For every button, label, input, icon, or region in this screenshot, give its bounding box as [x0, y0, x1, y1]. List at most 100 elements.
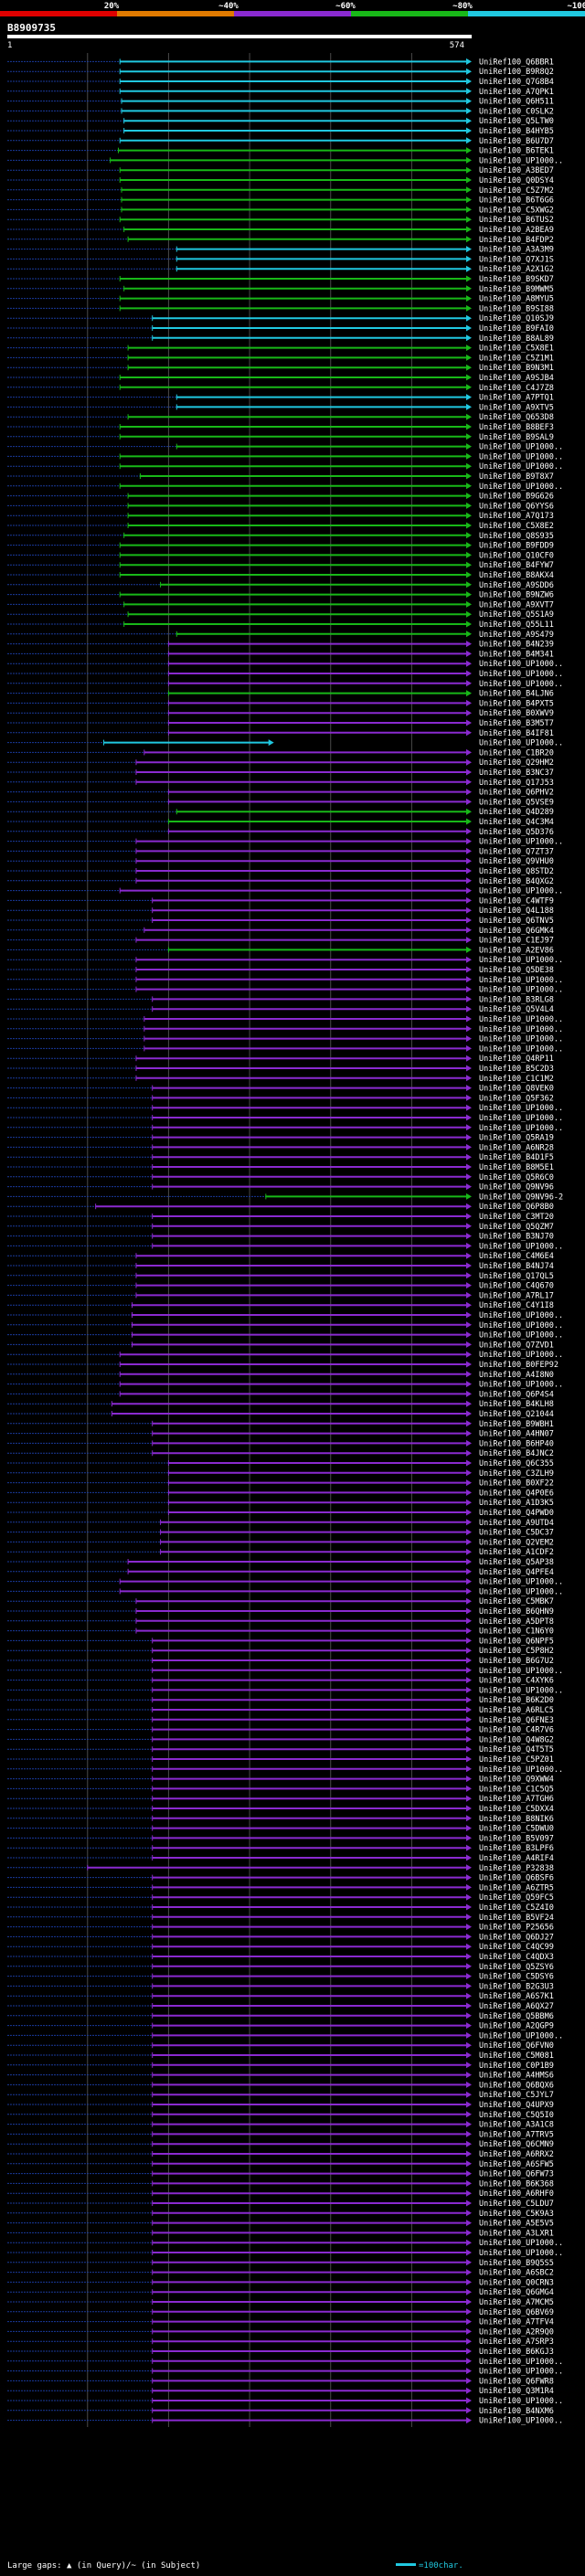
hit-label: UniRef100_C4M6E4 [479, 1252, 554, 1261]
hit-row: UniRef100_B8AL89 [7, 334, 554, 344]
hit-arrowhead [466, 896, 472, 904]
hit-label: UniRef100_C5MBK7 [479, 1597, 554, 1606]
hit-row: UniRef100_B5C2D3 [7, 1065, 554, 1074]
hit-arrowhead [466, 1499, 472, 1506]
hit-arrowhead [466, 1933, 472, 1940]
hit-label: UniRef100_A1D3K5 [479, 1499, 554, 1508]
hit-row: UniRef100_UP1000.. [7, 452, 563, 461]
hit-label: UniRef100_C5P8H2 [479, 1647, 554, 1656]
hit-label: UniRef100_C4WTF9 [479, 896, 554, 906]
hit-row: UniRef100_Q9XWW4 [7, 1776, 554, 1785]
hit-arrowhead [466, 482, 472, 490]
hit-row: UniRef100_B9MWM5 [7, 285, 554, 294]
hit-row: UniRef100_Q7XJ1S [7, 255, 554, 264]
hit-arrowhead [466, 1716, 472, 1723]
hit-row: UniRef100_A5E5V5 [7, 2220, 554, 2229]
hit-arrowhead [466, 206, 472, 213]
hit-label: UniRef100_Q6TNV5 [479, 917, 554, 926]
hit-row: UniRef100_Q4P0E6 [7, 1489, 554, 1498]
hit-label: UniRef100_C5Q5I0 [479, 2111, 554, 2120]
hit-row: UniRef100_C5X8E2 [7, 522, 554, 531]
hit-label: UniRef100_C0SLK2 [479, 107, 554, 116]
hit-row: UniRef100_B0XWV9 [7, 709, 554, 718]
hit-arrowhead [466, 1735, 472, 1743]
hit-label: UniRef100_A6S7K1 [479, 1992, 554, 2001]
hit-label: UniRef100_A7PTQ1 [479, 394, 554, 403]
hit-rows: UniRef100_Q6BBR1UniRef100_B9R8Q2UniRef10… [7, 58, 563, 2426]
hit-arrowhead [466, 285, 472, 292]
hit-label: UniRef100_Q5QZM7 [479, 1223, 554, 1232]
hit-row: UniRef100_B4HYB5 [7, 127, 554, 136]
hit-label: UniRef100_B9SKD7 [479, 275, 554, 284]
hit-label: UniRef100_B6U7D7 [479, 137, 554, 146]
hit-row: UniRef100_UP1000.. [7, 2239, 563, 2248]
hit-label: UniRef100_B9WBH1 [479, 1420, 554, 1429]
hit-label: UniRef100_A4HMS6 [479, 2072, 554, 2081]
identity-scale-tick: 20% [104, 2, 120, 11]
hit-label: UniRef100_Q5R6C0 [479, 1173, 554, 1182]
hit-label: UniRef100_A6RRX2 [479, 2150, 554, 2159]
hit-row: UniRef100_Q6P4S4 [7, 1390, 554, 1399]
legend: Large gaps: ▲ (in Query)/~ (in Subject) … [7, 2561, 463, 2571]
hit-row: UniRef100_B4IF81 [7, 729, 554, 738]
hit-row: UniRef100_B0FEP92 [7, 1361, 558, 1370]
hit-arrowhead [466, 2278, 472, 2285]
hit-arrowhead [466, 532, 472, 539]
hit-row: UniRef100_C3ZLH9 [7, 1469, 554, 1479]
hit-row: UniRef100_A1D3K5 [7, 1499, 554, 1508]
hit-label: UniRef100_C4R7V6 [479, 1726, 554, 1735]
hit-arrowhead [466, 1834, 472, 1841]
hit-label: UniRef100_Q6BSF6 [479, 1874, 554, 1883]
hit-label: UniRef100_Q29HM2 [479, 758, 554, 768]
hit-label: UniRef100_B9FAI0 [479, 324, 554, 334]
hit-arrowhead [466, 1203, 472, 1210]
hit-arrowhead [466, 877, 472, 885]
hit-arrowhead [466, 1479, 472, 1487]
hit-label: UniRef100_Q6DJ27 [479, 1933, 554, 1942]
hit-label: UniRef100_C5DWU0 [479, 1825, 554, 1834]
hit-row: UniRef100_B4NJ74 [7, 1262, 554, 1271]
hit-arrowhead [466, 1706, 472, 1713]
hit-row: UniRef100_Q10CF0 [7, 551, 554, 560]
hit-row: UniRef100_B9Q5S5 [7, 2259, 554, 2268]
hit-label: UniRef100_Q5VSE9 [479, 798, 554, 807]
hit-label: UniRef100_B0XWV9 [479, 709, 554, 718]
hit-row: UniRef100_UP1000.. [7, 482, 563, 492]
hit-arrowhead [466, 2318, 472, 2326]
hit-arrowhead [466, 423, 472, 430]
hit-arrowhead [466, 1469, 472, 1477]
hit-row: UniRef100_B4PXT5 [7, 699, 554, 708]
hit-row: UniRef100_A3A1C8 [7, 2121, 554, 2130]
hit-arrowhead [466, 2239, 472, 2246]
hit-label: UniRef100_A9XTV5 [479, 403, 554, 412]
hit-row: UniRef100_B5V097 [7, 1834, 554, 1843]
hit-arrowhead [466, 1607, 472, 1615]
hit-label: UniRef100_Q5V4L4 [479, 1005, 554, 1014]
hit-row: UniRef100_B9FDD9 [7, 542, 554, 551]
hit-row: UniRef100_A9XVT7 [7, 600, 554, 610]
hit-label: UniRef100_B6K2D0 [479, 1696, 554, 1705]
hit-row: UniRef100_A5DPT8 [7, 1617, 554, 1627]
hit-arrowhead [466, 1903, 472, 1911]
hit-label: UniRef100_A7MCM5 [479, 2298, 554, 2307]
hit-label: UniRef100_B9FDD9 [479, 542, 554, 551]
hit-label: UniRef100_B0XF22 [479, 1479, 554, 1489]
hit-label: UniRef100_UP1000.. [479, 670, 563, 679]
hit-row: UniRef100_C5DXX4 [7, 1805, 554, 1814]
hit-label: UniRef100_B4N239 [479, 641, 554, 650]
hit-row: UniRef100_B0XF22 [7, 1479, 554, 1489]
hit-label: UniRef100_UP1000.. [479, 956, 563, 965]
hit-arrowhead [466, 1657, 472, 1664]
hit-label: UniRef100_A1CDF2 [479, 1548, 554, 1557]
hit-row: UniRef100_UP1000.. [7, 670, 563, 679]
hit-label: UniRef100_B3NJ70 [479, 1233, 554, 1242]
hit-label: UniRef100_UP1000.. [479, 1025, 563, 1034]
hit-row: UniRef100_Q6DJ27 [7, 1933, 554, 1942]
hit-arrowhead [466, 2327, 472, 2335]
hit-arrowhead [466, 1163, 472, 1171]
hit-arrowhead [466, 1637, 472, 1644]
hit-row: UniRef100_C5Z7M2 [7, 186, 554, 196]
hit-row: UniRef100_C5M081 [7, 2051, 554, 2061]
hit-row: UniRef100_UP1000.. [7, 1381, 563, 1390]
